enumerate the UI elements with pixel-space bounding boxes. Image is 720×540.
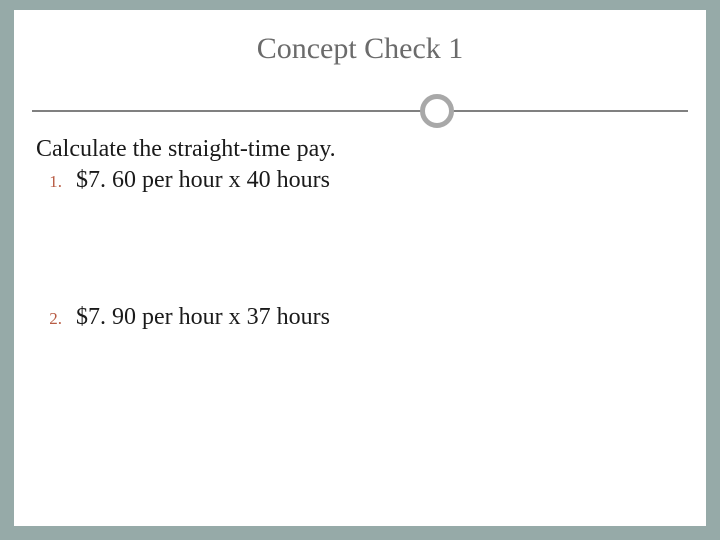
- prompt-text: Calculate the straight-time pay.: [36, 136, 684, 163]
- list-item: 1. $7. 60 per hour x 40 hours: [36, 167, 684, 194]
- title-divider: [14, 94, 706, 128]
- list-item-text: $7. 90 per hour x 37 hours: [76, 304, 684, 331]
- divider-ring-icon: [420, 94, 454, 128]
- slide-panel: Concept Check 1 Calculate the straight-t…: [14, 10, 706, 526]
- title-area: Concept Check 1: [14, 10, 706, 98]
- list-item-text: $7. 60 per hour x 40 hours: [76, 167, 684, 194]
- list-item: 2. $7. 90 per hour x 37 hours: [36, 304, 684, 331]
- list-marker: 2.: [36, 309, 76, 329]
- problem-list: 1. $7. 60 per hour x 40 hours 2. $7. 90 …: [36, 167, 684, 331]
- divider-line: [32, 110, 688, 112]
- slide-title: Concept Check 1: [14, 32, 706, 66]
- content-area: Calculate the straight-time pay. 1. $7. …: [36, 136, 684, 331]
- list-marker: 1.: [36, 172, 76, 192]
